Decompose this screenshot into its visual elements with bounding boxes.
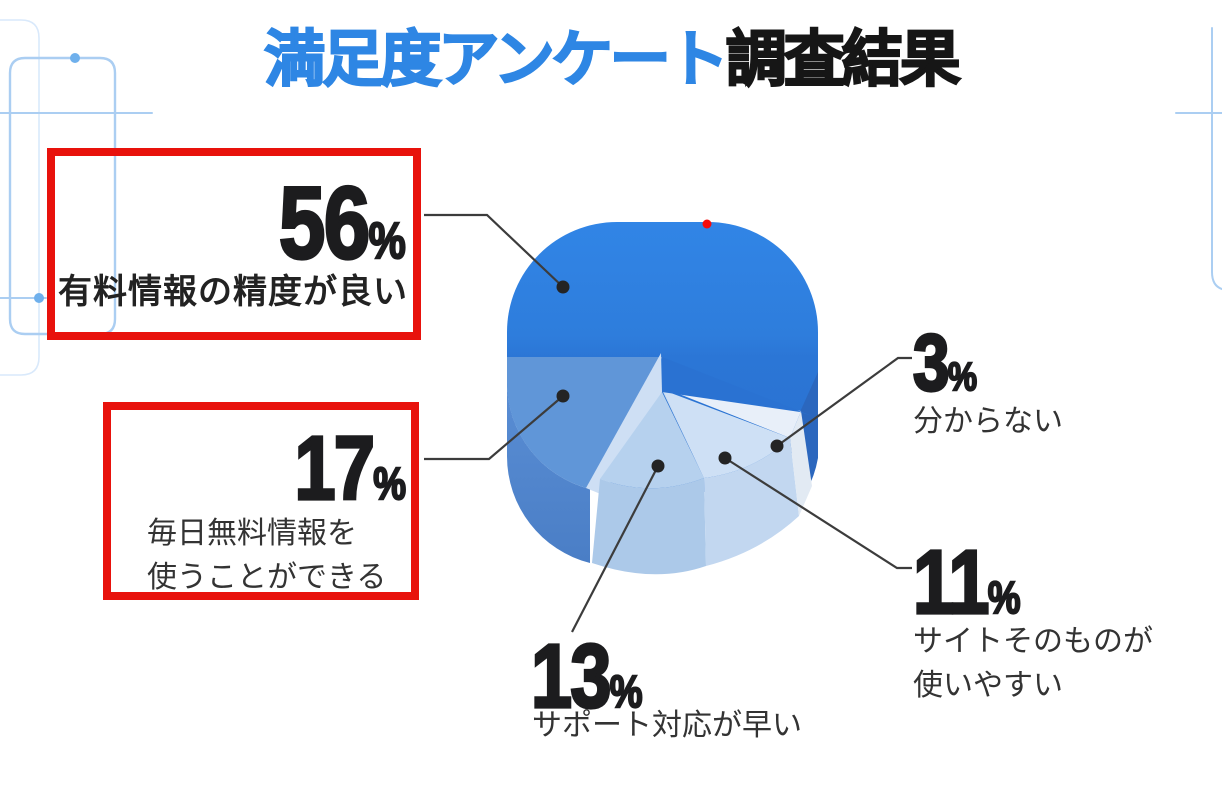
label-17-line1: 毎日無料情報を <box>147 517 357 550</box>
highlight-box-56 <box>47 148 421 340</box>
pie-slice-3-top <box>664 388 801 438</box>
label-13: サポート対応が早い <box>532 709 802 742</box>
pie-slice-11-side <box>704 438 799 566</box>
value-13-digits: 13 <box>530 627 613 727</box>
label-17-line2: 使うことができる <box>147 560 387 594</box>
pie-slice-56-cutface <box>662 357 812 416</box>
label-56: 有料情報の精度が良い <box>58 273 408 311</box>
value-17-percent: 17% <box>180 419 407 519</box>
callout-line-13 <box>571 465 659 633</box>
callout-line-56 <box>424 213 564 288</box>
page-title-highlight: 満足度アンケート <box>263 24 730 93</box>
value-11-digits: 11 <box>912 533 991 633</box>
pie-slice-13-cutface <box>586 353 662 495</box>
pie-slice-3-side <box>790 411 812 516</box>
callout-line-17 <box>424 395 564 461</box>
callout-dot-17 <box>556 389 570 403</box>
value-13-unit: % <box>609 666 644 717</box>
callout-line-3 <box>776 356 912 447</box>
callout-dot-11 <box>718 451 732 465</box>
value-56-percent: 56% <box>150 166 407 280</box>
callout-dot-56 <box>556 280 570 294</box>
background-decoration <box>0 19 1222 376</box>
value-3-digits: 3 <box>912 318 951 407</box>
value-11-unit: % <box>987 572 1022 623</box>
pie-slice-17-side <box>506 357 590 563</box>
page-title: 満足度アンケート調査結果 <box>263 24 962 93</box>
callout-lines <box>424 213 912 633</box>
label-11-line2: 使いやすい <box>913 668 1063 702</box>
red-marker-dot <box>702 219 712 229</box>
deco-rounded-rect-outer-left <box>0 19 40 376</box>
value-17-digits: 17 <box>293 419 376 519</box>
page-title-suffix: 調査結果 <box>725 24 962 93</box>
value-17-unit: % <box>372 458 407 509</box>
value-3-unit: % <box>947 355 978 399</box>
pie-chart <box>506 219 818 575</box>
deco-dot-top-left <box>70 53 80 63</box>
label-17: 毎日無料情報を 使うことができる <box>147 512 386 599</box>
label-3: 分からない <box>913 405 1063 438</box>
callout-dot-3 <box>770 439 784 453</box>
pie-slice-11-top <box>663 390 790 478</box>
value-11-percent: 11% <box>912 533 1044 633</box>
value-56-digits: 56 <box>278 166 372 280</box>
highlight-box-17 <box>103 402 419 600</box>
deco-dot-mid-left <box>34 293 44 303</box>
value-56-unit: % <box>368 212 407 269</box>
callout-line-11 <box>724 457 912 570</box>
deco-rounded-rect-right <box>1211 27 1222 291</box>
pie-slice-17-top <box>506 357 663 489</box>
value-3-percent: 3% <box>912 318 991 407</box>
pie-slice-13-side <box>592 478 706 575</box>
label-11-line1: サイトそのものが <box>913 625 1153 658</box>
callout-dot-13 <box>651 459 665 473</box>
pie-slice-13-top <box>600 392 704 489</box>
label-11: サイトそのものが 使いやすい <box>913 620 1153 707</box>
value-13-percent: 13% <box>530 627 667 727</box>
